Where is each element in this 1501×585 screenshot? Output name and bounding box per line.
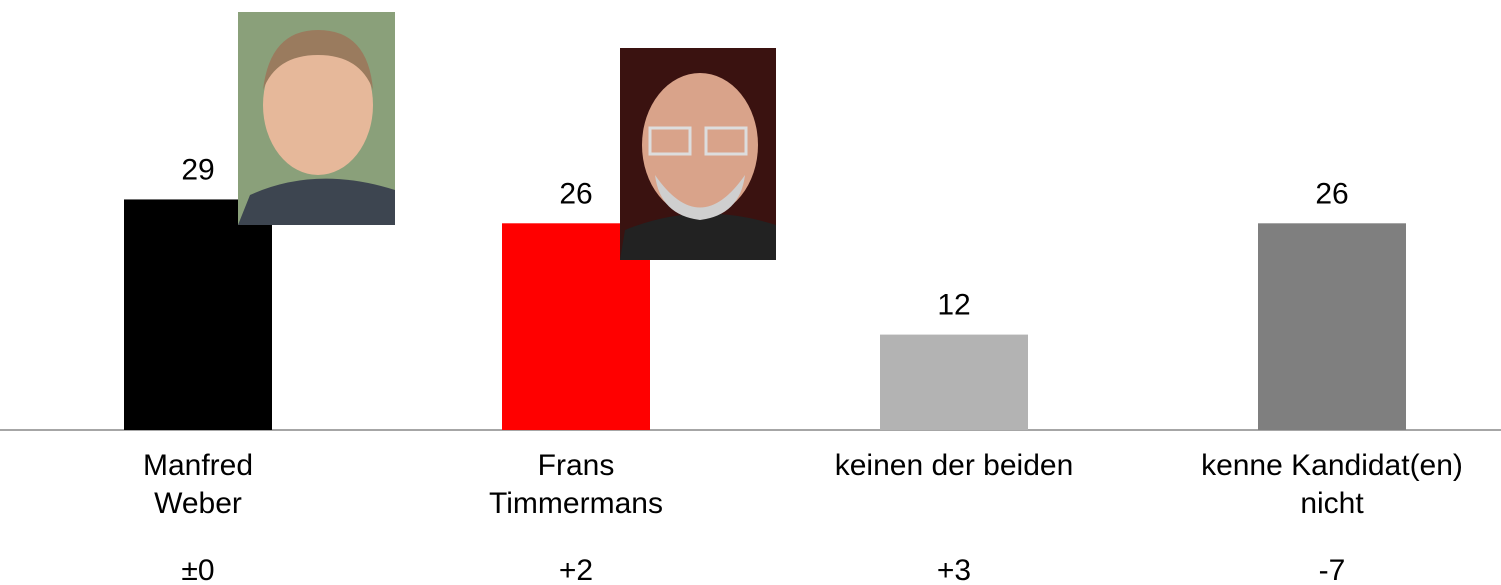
x-tick-label: Manfred Weber [142, 449, 254, 520]
change-label: +2 [559, 554, 593, 585]
photo-weber [238, 12, 395, 225]
change-label: ±0 [181, 554, 214, 585]
photo-timmermans [620, 48, 776, 260]
bar [880, 334, 1028, 430]
value-label: 26 [559, 177, 592, 210]
value-label: 29 [181, 153, 214, 186]
change-label: +3 [937, 554, 971, 585]
x-tick-label: keinen der beiden [834, 449, 1074, 482]
change-label: -7 [1319, 554, 1346, 585]
value-label: 12 [937, 289, 970, 322]
bar [124, 199, 272, 430]
value-label: 26 [1315, 177, 1348, 210]
bar [1258, 223, 1406, 430]
x-tick-label: Frans Timmermans [489, 449, 663, 520]
x-tick-label: kenne Kandidat(en) nicht [1201, 449, 1463, 520]
